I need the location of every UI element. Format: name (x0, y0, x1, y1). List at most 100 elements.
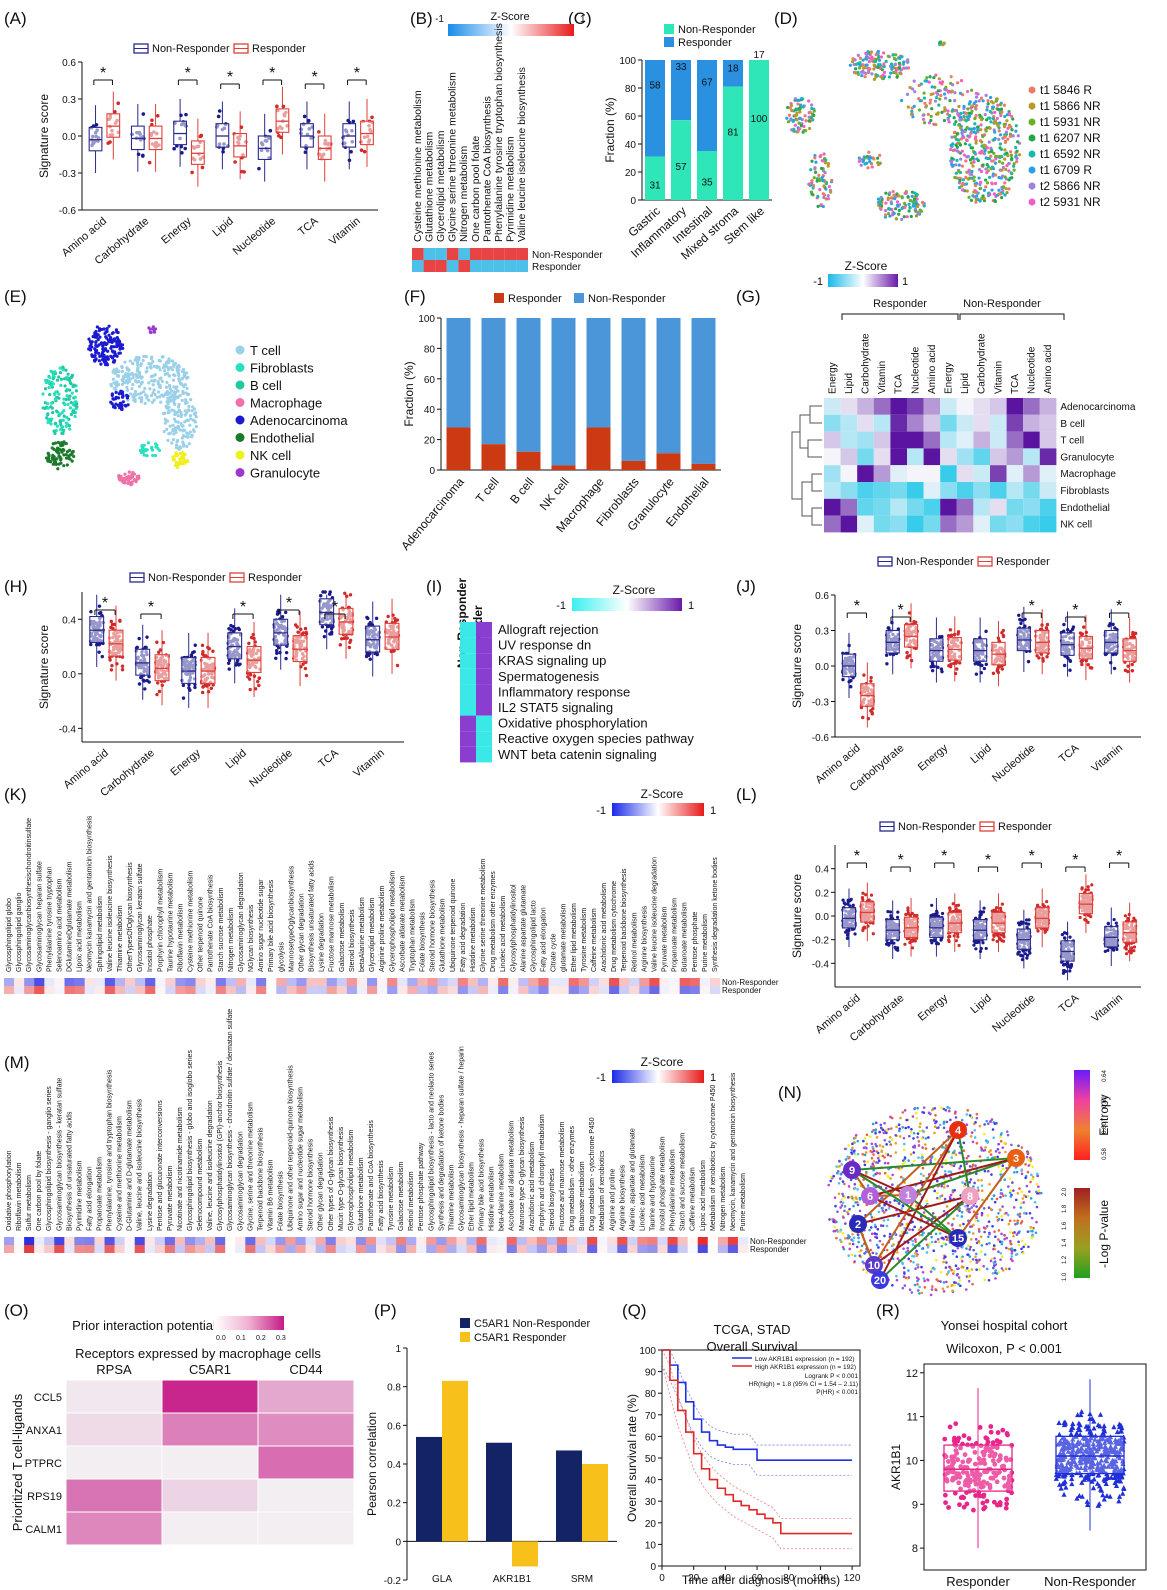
scatter-point (151, 359, 155, 364)
scatter-point (130, 387, 134, 391)
data-point (161, 640, 166, 645)
scatter-point (974, 194, 979, 198)
scatter-point (90, 340, 94, 344)
scatter-point (126, 372, 131, 376)
scatter-point (106, 357, 110, 361)
data-point (94, 122, 99, 127)
heatmap-cell (956, 465, 974, 482)
legend-marker (235, 433, 245, 442)
column-label: Lipid (960, 373, 971, 394)
scatter-point (158, 385, 163, 390)
scatter-point (166, 438, 170, 442)
scatter-point (119, 404, 123, 408)
scatter-point (990, 150, 994, 154)
data-point (1126, 669, 1130, 674)
data-point (1065, 655, 1069, 659)
scatter-point (74, 389, 79, 393)
data-point (1111, 622, 1115, 627)
scatter-point (967, 195, 971, 199)
data-point (242, 170, 246, 174)
scatter-point (177, 373, 181, 377)
scatter-point (884, 201, 888, 205)
heatmap-cell (990, 448, 1007, 466)
data-point (136, 152, 141, 157)
bar-non-responder (697, 151, 717, 200)
scatter-point (969, 161, 974, 165)
scatter-point (951, 142, 955, 146)
scatter-point (974, 197, 979, 202)
legend-marker (235, 380, 245, 390)
heatmap-cell (504, 248, 517, 260)
scatter-point (57, 414, 61, 418)
legend-max: 1 (902, 276, 908, 288)
scatter-point (1007, 112, 1012, 116)
scatter-point (899, 72, 903, 76)
scatter-point (126, 381, 130, 385)
scatter-point (968, 158, 973, 162)
scatter-point (982, 143, 986, 147)
heatmap-cell (659, 978, 670, 986)
scatter-point (116, 396, 121, 400)
y-tick-label: 0 (429, 466, 435, 477)
data-point (252, 674, 257, 678)
legend-swatch (574, 293, 584, 303)
scatter-point (64, 389, 68, 393)
scatter-point (927, 80, 931, 84)
scatter-point (182, 367, 186, 372)
y-tick-label: 0.6 (62, 58, 76, 69)
scatter-point (923, 101, 927, 105)
bar-label: 33 (675, 62, 687, 73)
significance-star: * (1029, 598, 1035, 615)
scatter-point (894, 207, 898, 211)
data-point (229, 623, 233, 628)
heatmap-cell (488, 978, 499, 986)
heatmap-cell (940, 515, 957, 533)
scatter-point (894, 71, 898, 75)
scatter-point (165, 427, 169, 431)
heatmap-cell (873, 498, 891, 516)
bar-label: 81 (727, 127, 739, 138)
data-point (248, 673, 253, 677)
data-point (1037, 656, 1041, 660)
scatter-point (1001, 161, 1005, 165)
legend-marker (1028, 118, 1036, 126)
scatter-point (1017, 153, 1022, 157)
scatter-point (185, 418, 189, 422)
scatter-point (953, 175, 957, 180)
scatter-point (123, 472, 127, 476)
heatmap-cell (504, 260, 517, 272)
legend-non-responder: Non-Responder (152, 43, 230, 55)
scatter-point (1003, 157, 1007, 161)
heatmap-cell (907, 465, 924, 482)
y-tick-label: 0.2 (815, 888, 829, 899)
panel-label-o: (O) (4, 1301, 29, 1320)
heatmap-cell (689, 986, 701, 994)
scatter-point (891, 53, 895, 57)
scatter-point (72, 383, 76, 387)
heatmap-cell (498, 978, 509, 986)
scatter-point (49, 401, 54, 405)
scatter-point (135, 359, 139, 363)
scatter-point (63, 384, 67, 388)
data-point (155, 692, 159, 697)
legend-marker (235, 398, 245, 407)
legend-marker (235, 468, 245, 477)
heatmap-cell (923, 414, 941, 432)
column-label: Glycosaminoglycan heparan sulfate (36, 861, 43, 972)
column-label: Biosynthesis unsaturated fatty acids (309, 860, 316, 972)
scatter-point (974, 91, 979, 96)
box (108, 629, 124, 657)
column-label: Sphingolipid metabolism (97, 896, 104, 972)
scatter-point (56, 440, 60, 445)
heatmap-cell (423, 248, 436, 260)
scatter-point (895, 203, 900, 207)
bar-label: 17 (753, 50, 765, 61)
heatmap-cell (923, 482, 941, 499)
heatmap-cell (873, 414, 891, 432)
scatter-point (176, 414, 180, 418)
scatter-point (912, 79, 916, 83)
x-tick-label: Vitamin (327, 215, 363, 248)
scatter-point (986, 99, 990, 103)
column-label: Synthesis degradation ketone bodies (712, 857, 719, 972)
scatter-point (130, 475, 134, 479)
